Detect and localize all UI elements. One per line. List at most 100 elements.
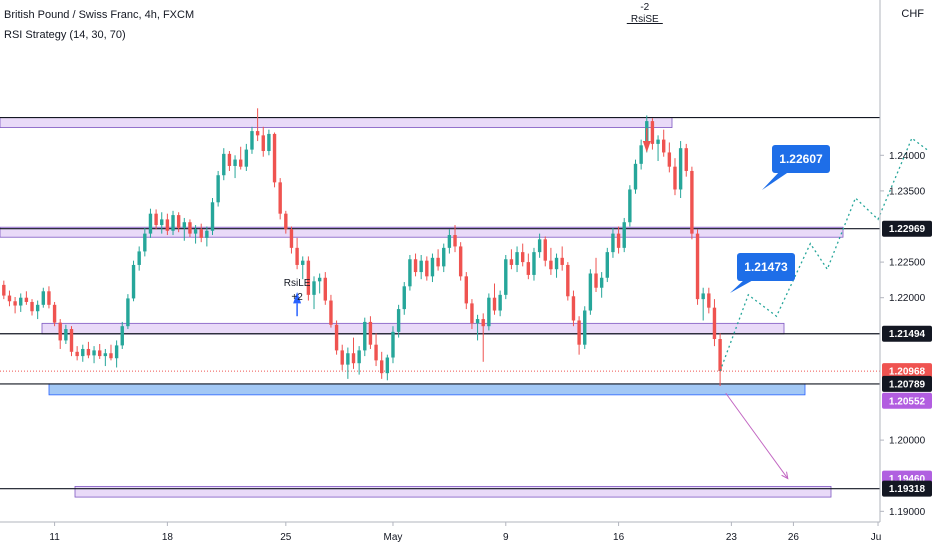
- price-tick-label: 1.22000: [889, 293, 926, 304]
- candle-body: [165, 219, 170, 231]
- price-tag[interactable]: 1.20968: [882, 363, 932, 380]
- candle: [605, 247, 609, 283]
- support-resistance-zone[interactable]: [0, 117, 673, 128]
- long-signal-label: RsiLE: [284, 278, 311, 289]
- candle: [560, 246, 564, 271]
- candle: [532, 247, 536, 281]
- candle: [380, 351, 384, 379]
- candle: [250, 126, 254, 154]
- price-tag[interactable]: 1.20789: [882, 375, 932, 392]
- candle: [622, 217, 626, 253]
- candle-body: [267, 133, 271, 152]
- candle-body: [622, 222, 626, 248]
- candle: [306, 256, 311, 301]
- target-arrow[interactable]: [725, 392, 789, 479]
- callout-box: [737, 253, 795, 281]
- demand-zone[interactable]: [48, 383, 806, 396]
- support-resistance-zone[interactable]: [74, 485, 832, 498]
- candle: [284, 210, 288, 234]
- candle-body: [408, 259, 412, 287]
- candle-body: [453, 235, 457, 247]
- candle: [239, 146, 243, 170]
- candle-body: [92, 350, 96, 356]
- candle-body: [250, 131, 254, 150]
- candle-body: [154, 213, 158, 226]
- price-tag-box: [882, 392, 932, 409]
- candle: [475, 314, 480, 341]
- candle-body: [521, 252, 525, 263]
- candle-body: [244, 149, 249, 167]
- candle: [616, 226, 621, 254]
- candle: [334, 320, 339, 355]
- candle-body: [289, 229, 294, 248]
- short-signal-arrow-icon: [642, 141, 651, 153]
- price-tag-box: [882, 220, 932, 237]
- candle: [588, 269, 593, 315]
- candle: [368, 316, 373, 349]
- candle-body: [210, 202, 215, 231]
- candle: [165, 213, 170, 236]
- candle: [521, 243, 525, 267]
- time-tick-label: May: [384, 532, 403, 543]
- indicator-legend[interactable]: RSI Strategy (14, 30, 70): [4, 29, 126, 41]
- candle: [504, 254, 508, 300]
- candle-body: [340, 350, 344, 365]
- candle: [628, 185, 632, 227]
- candle: [385, 354, 390, 381]
- price-tick-label: 1.22500: [889, 258, 926, 269]
- candle-body: [487, 297, 491, 327]
- candle: [52, 301, 57, 327]
- price-tag-box: [882, 480, 932, 497]
- candle-body: [171, 215, 175, 231]
- support-resistance-zone[interactable]: [41, 322, 785, 335]
- candle: [329, 294, 333, 328]
- candle: [41, 287, 45, 308]
- candle: [639, 139, 643, 170]
- candle-body: [86, 348, 91, 356]
- candle-body: [498, 294, 502, 311]
- target-arrow-head: [781, 471, 789, 480]
- candle: [272, 132, 277, 188]
- candle: [374, 333, 378, 367]
- price-tag-label: 1.19318: [889, 484, 926, 495]
- candle-body: [385, 357, 390, 374]
- candle: [109, 344, 113, 361]
- candle-body: [537, 239, 542, 253]
- support-resistance-zone[interactable]: [0, 226, 844, 238]
- symbol-title[interactable]: British Pound / Swiss Franc, 4h, FXCM: [4, 9, 195, 21]
- candle: [188, 219, 192, 238]
- candle-body: [464, 276, 468, 304]
- candle: [543, 236, 547, 267]
- price-tag-box: [882, 325, 932, 342]
- candle-body: [19, 297, 23, 306]
- price-tag[interactable]: 1.21494: [882, 325, 932, 342]
- time-tick-label: 26: [788, 532, 800, 543]
- price-tick-label: 1.24000: [889, 151, 926, 162]
- candle: [98, 343, 102, 359]
- candle: [7, 290, 12, 307]
- candle-body: [233, 159, 237, 166]
- long-signal-count: +2: [291, 292, 303, 303]
- price-tag-box: [882, 375, 932, 392]
- time-axis[interactable]: 11 18 25 May 9 16 23 26 Ju: [0, 521, 882, 543]
- candle: [323, 272, 327, 305]
- price-tag[interactable]: 1.22969: [882, 220, 932, 237]
- candle: [481, 313, 485, 362]
- time-tick-label: Ju: [871, 532, 882, 543]
- price-axis[interactable]: 1.24000 1.23500 1.22500 1.22000 1.20000 1.190…: [879, 0, 932, 522]
- price-callout[interactable]: 1.22607: [762, 145, 830, 190]
- price-tag[interactable]: 1.20552: [882, 392, 932, 409]
- candle: [13, 296, 17, 314]
- candle: [419, 254, 423, 280]
- candle-body: [30, 301, 34, 312]
- price-tag[interactable]: 1.19318: [882, 480, 932, 497]
- candle-body: [357, 350, 361, 364]
- candle: [712, 299, 717, 347]
- candle: [126, 294, 130, 330]
- price-callout[interactable]: 1.21473: [730, 253, 795, 293]
- candle: [594, 257, 598, 293]
- price-tag-label: 1.20968: [889, 367, 926, 378]
- candle-body: [176, 215, 181, 228]
